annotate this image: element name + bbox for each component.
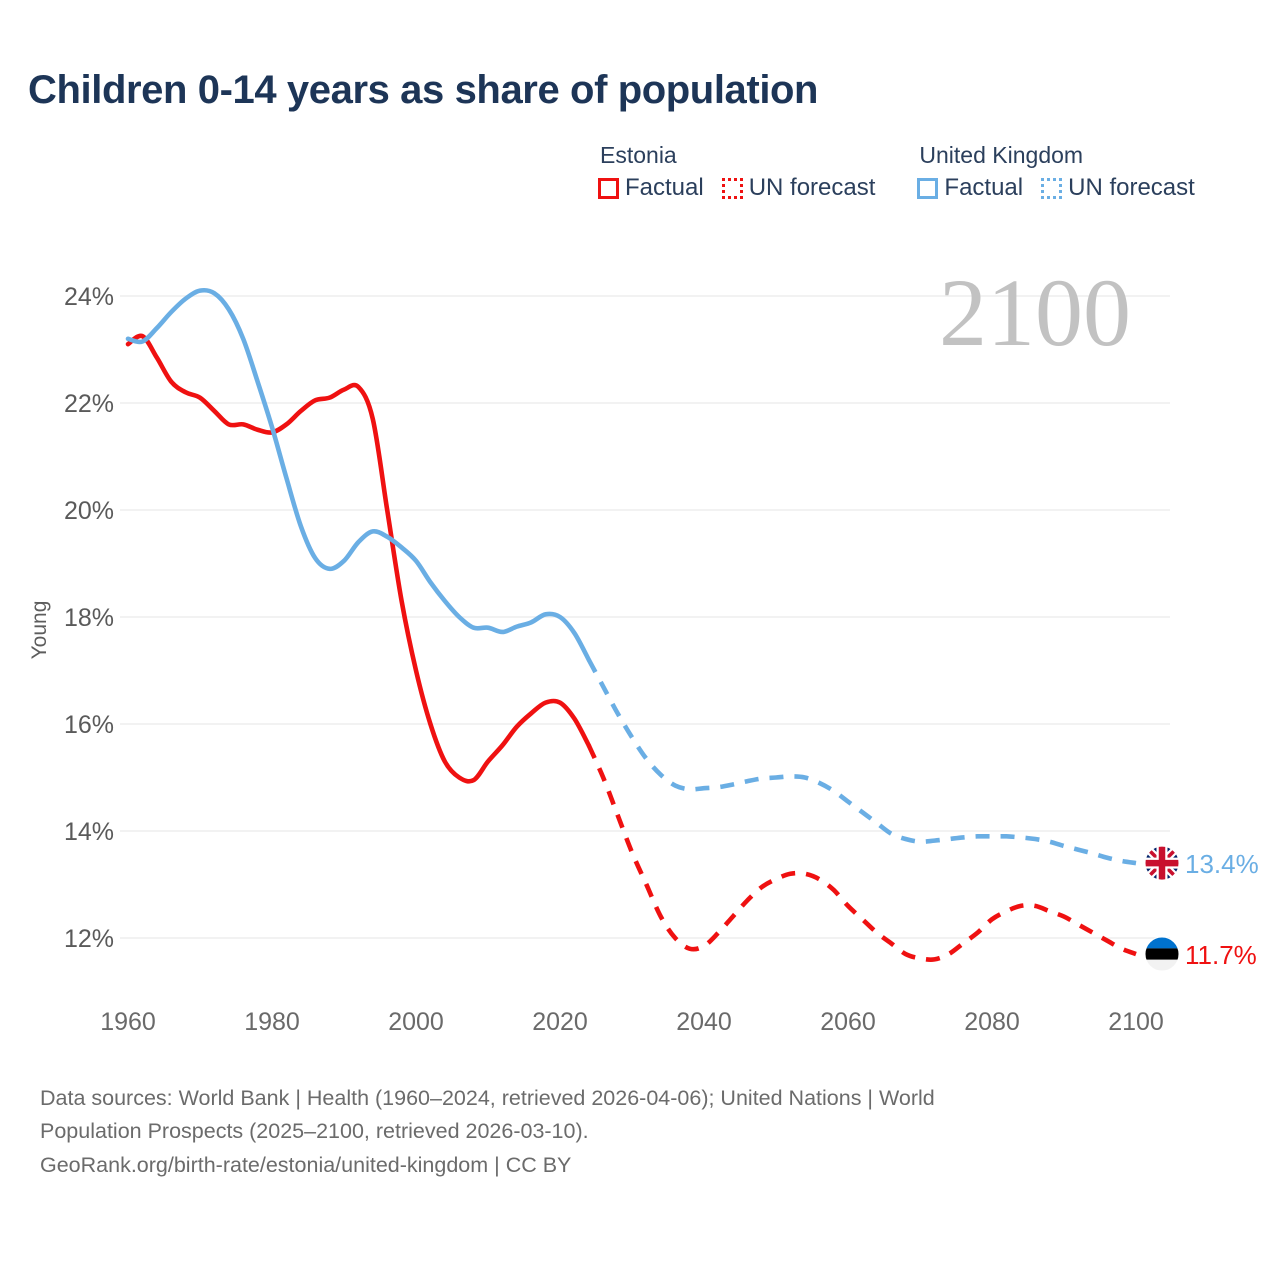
x-tick-label: 2080: [964, 1008, 1020, 1036]
legend-item-label: UN forecast: [748, 174, 876, 202]
footer-line-1: Data sources: World Bank | Health (1960–…: [40, 1086, 935, 1110]
y-tick-label: 24%: [64, 283, 114, 311]
legend-item-label: Factual: [944, 174, 1024, 202]
series-end-value-label: 13.4%: [1185, 849, 1259, 879]
footer-line-2: Population Prospects (2025–2100, retriev…: [40, 1119, 589, 1144]
y-axis-tick-labels: 12% 14% 16% 18% 20% 22% 24%: [64, 283, 114, 953]
legend-group-united-kingdom: United Kingdom Factual UN forecast: [917, 142, 1195, 202]
series-lines: [125, 287, 1137, 962]
flag-estonia-icon: [1144, 936, 1180, 972]
y-tick-label: 12%: [64, 925, 114, 953]
chart-plot-area: 2100 12% 14% 16% 18% 20% 22% 24% 1960 1980 2000 2…: [0, 255, 1280, 1045]
legend-items-estonia: Factual UN forecast: [598, 174, 875, 202]
line-chart-svg: 2100 12% 14% 16% 18% 20% 22% 24% 1960 1980 2000 2…: [28, 259, 1259, 1036]
legend-swatch-solid-icon: [598, 177, 619, 199]
series-line-forecast: [586, 658, 1137, 866]
x-tick-label: 2060: [820, 1008, 876, 1036]
series-line-forecast: [586, 744, 1137, 962]
flag-united-kingdom-icon: [1144, 845, 1180, 881]
legend-swatch-dotted-icon: [721, 177, 743, 199]
y-tick-label: 14%: [64, 818, 114, 846]
series-end-markers: 13.4% 11.7%: [1144, 845, 1259, 972]
x-tick-label: 1960: [100, 1008, 156, 1036]
legend-item-label: Factual: [625, 174, 704, 202]
legend-item-uk-factual[interactable]: Factual: [917, 174, 1023, 202]
x-tick-label: 2100: [1108, 1008, 1164, 1036]
y-tick-label: 18%: [64, 604, 114, 632]
legend-swatch-dotted-icon: [1041, 177, 1063, 199]
watermark-year: 2100: [939, 259, 1131, 366]
gridlines: [120, 295, 1170, 939]
chart-legend: Estonia Factual UN forecast United Kingd…: [598, 142, 1195, 202]
legend-items-united-kingdom: Factual UN forecast: [917, 174, 1195, 202]
y-tick-label: 22%: [64, 390, 114, 418]
y-axis-label: Young: [28, 601, 51, 660]
legend-item-label: UN forecast: [1068, 174, 1195, 202]
legend-item-estonia-forecast[interactable]: UN forecast: [721, 174, 876, 202]
legend-group-estonia: Estonia Factual UN forecast: [598, 142, 875, 202]
series-line-factual: [125, 287, 592, 663]
legend-group-title-united-kingdom: United Kingdom: [919, 142, 1084, 168]
footer-line-3: GeoRank.org/birth-rate/estonia/united-ki…: [40, 1152, 572, 1177]
y-tick-label: 20%: [64, 497, 114, 525]
x-tick-label: 2020: [532, 1008, 588, 1036]
legend-swatch-solid-icon: [917, 177, 939, 199]
x-tick-label: 2000: [388, 1008, 444, 1036]
x-tick-label: 1980: [244, 1008, 300, 1036]
page-title: Children 0-14 years as share of populati…: [28, 68, 819, 112]
footer-sources: Data sources: World Bank | Health (1960–…: [40, 1082, 1240, 1182]
legend-item-estonia-factual[interactable]: Factual: [598, 174, 704, 202]
x-axis-tick-labels: 1960 1980 2000 2020 2040 2060 2080 2100: [100, 1008, 1164, 1036]
y-tick-label: 16%: [64, 711, 114, 739]
series-line-factual: [125, 333, 592, 784]
legend-group-title-estonia: Estonia: [600, 142, 677, 168]
x-tick-label: 2040: [676, 1008, 732, 1036]
legend-item-uk-forecast[interactable]: UN forecast: [1041, 174, 1195, 202]
series-end-value-label: 11.7%: [1185, 940, 1257, 970]
